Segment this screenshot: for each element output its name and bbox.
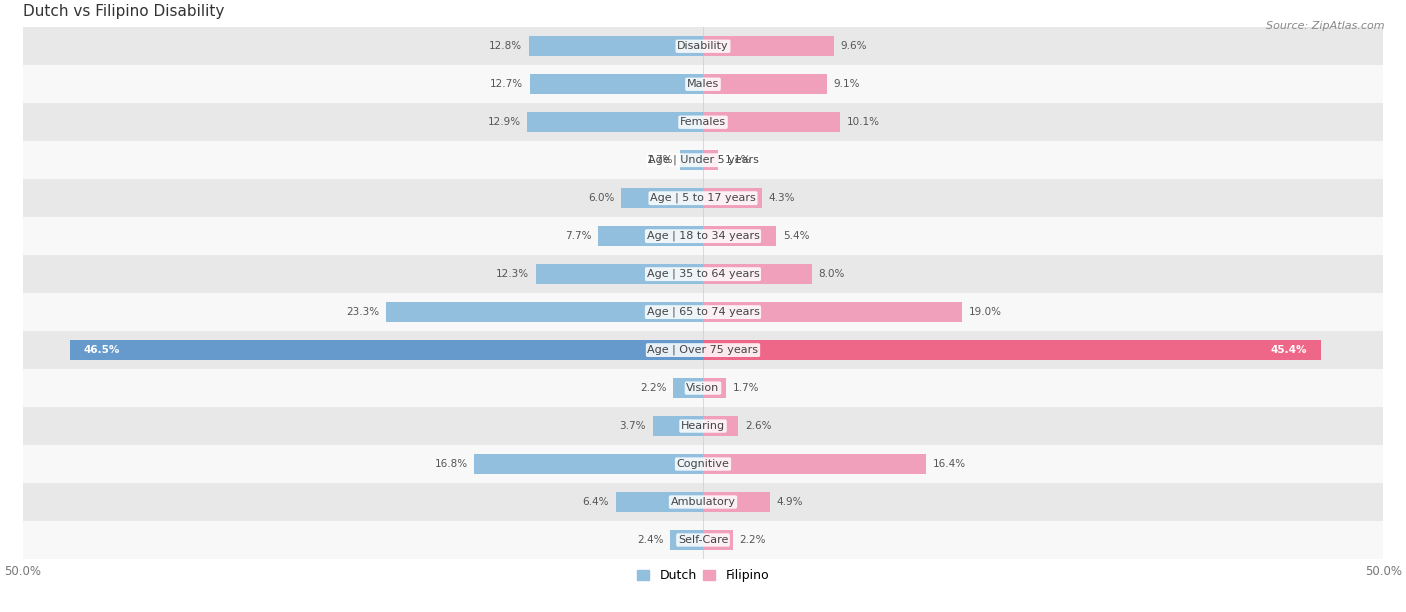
Text: Source: ZipAtlas.com: Source: ZipAtlas.com	[1267, 21, 1385, 31]
Text: 9.6%: 9.6%	[841, 41, 868, 51]
Text: Disability: Disability	[678, 41, 728, 51]
Text: Age | Over 75 years: Age | Over 75 years	[648, 345, 758, 356]
Text: Age | 18 to 34 years: Age | 18 to 34 years	[647, 231, 759, 241]
Legend: Dutch, Filipino: Dutch, Filipino	[631, 564, 775, 588]
Bar	[703, 378, 725, 398]
Bar	[621, 188, 703, 208]
Bar	[22, 217, 1384, 255]
Bar	[22, 65, 1384, 103]
Bar	[22, 28, 1384, 65]
Bar	[22, 331, 1384, 369]
Text: 46.5%: 46.5%	[84, 345, 121, 355]
Bar	[70, 340, 703, 360]
Text: 4.9%: 4.9%	[776, 497, 803, 507]
Bar	[22, 179, 1384, 217]
Text: Cognitive: Cognitive	[676, 459, 730, 469]
Bar	[703, 302, 962, 322]
Bar	[703, 113, 841, 132]
Bar	[529, 36, 703, 56]
Text: Age | Under 5 years: Age | Under 5 years	[648, 155, 758, 165]
Bar	[474, 454, 703, 474]
Text: Age | 65 to 74 years: Age | 65 to 74 years	[647, 307, 759, 318]
Text: Age | 35 to 64 years: Age | 35 to 64 years	[647, 269, 759, 280]
Bar	[22, 103, 1384, 141]
Bar	[703, 36, 834, 56]
Bar	[22, 255, 1384, 293]
Bar	[673, 378, 703, 398]
Bar	[703, 340, 1320, 360]
Text: 3.7%: 3.7%	[620, 421, 645, 431]
Text: Age | 5 to 17 years: Age | 5 to 17 years	[650, 193, 756, 203]
Bar	[22, 445, 1384, 483]
Text: 2.4%: 2.4%	[637, 535, 664, 545]
Bar	[703, 492, 769, 512]
Text: 8.0%: 8.0%	[818, 269, 845, 279]
Text: 9.1%: 9.1%	[834, 79, 860, 89]
Text: 1.7%: 1.7%	[647, 155, 673, 165]
Bar	[703, 530, 733, 550]
Bar	[703, 188, 762, 208]
Bar	[22, 521, 1384, 559]
Bar	[703, 226, 776, 246]
Bar	[22, 141, 1384, 179]
Text: 1.1%: 1.1%	[724, 155, 751, 165]
Bar	[527, 113, 703, 132]
Bar	[652, 416, 703, 436]
Text: Females: Females	[681, 118, 725, 127]
Bar	[536, 264, 703, 284]
Bar	[703, 416, 738, 436]
Bar	[22, 293, 1384, 331]
Text: 5.4%: 5.4%	[783, 231, 810, 241]
Text: Dutch vs Filipino Disability: Dutch vs Filipino Disability	[22, 4, 224, 19]
Text: 6.4%: 6.4%	[582, 497, 609, 507]
Bar	[598, 226, 703, 246]
Text: Vision: Vision	[686, 383, 720, 393]
Text: Males: Males	[688, 79, 718, 89]
Text: Ambulatory: Ambulatory	[671, 497, 735, 507]
Text: 12.9%: 12.9%	[488, 118, 520, 127]
Bar	[703, 75, 827, 94]
Text: 16.8%: 16.8%	[434, 459, 468, 469]
Bar	[703, 454, 927, 474]
Text: 12.3%: 12.3%	[496, 269, 529, 279]
Text: 1.7%: 1.7%	[733, 383, 759, 393]
Text: 7.7%: 7.7%	[565, 231, 592, 241]
Text: 12.7%: 12.7%	[491, 79, 523, 89]
Bar	[22, 407, 1384, 445]
Text: 12.8%: 12.8%	[489, 41, 522, 51]
Text: 16.4%: 16.4%	[934, 459, 966, 469]
Text: 2.6%: 2.6%	[745, 421, 772, 431]
Text: Hearing: Hearing	[681, 421, 725, 431]
Text: 23.3%: 23.3%	[346, 307, 380, 317]
Text: 19.0%: 19.0%	[969, 307, 1001, 317]
Text: 6.0%: 6.0%	[588, 193, 614, 203]
Bar	[703, 151, 718, 170]
Bar	[681, 151, 703, 170]
Text: 45.4%: 45.4%	[1271, 345, 1308, 355]
Bar	[671, 530, 703, 550]
Bar	[22, 483, 1384, 521]
Text: 10.1%: 10.1%	[848, 118, 880, 127]
Text: Self-Care: Self-Care	[678, 535, 728, 545]
Bar	[22, 369, 1384, 407]
Text: 4.3%: 4.3%	[768, 193, 794, 203]
Bar	[616, 492, 703, 512]
Text: 2.2%: 2.2%	[640, 383, 666, 393]
Bar	[387, 302, 703, 322]
Bar	[530, 75, 703, 94]
Text: 2.2%: 2.2%	[740, 535, 766, 545]
Bar	[703, 264, 811, 284]
